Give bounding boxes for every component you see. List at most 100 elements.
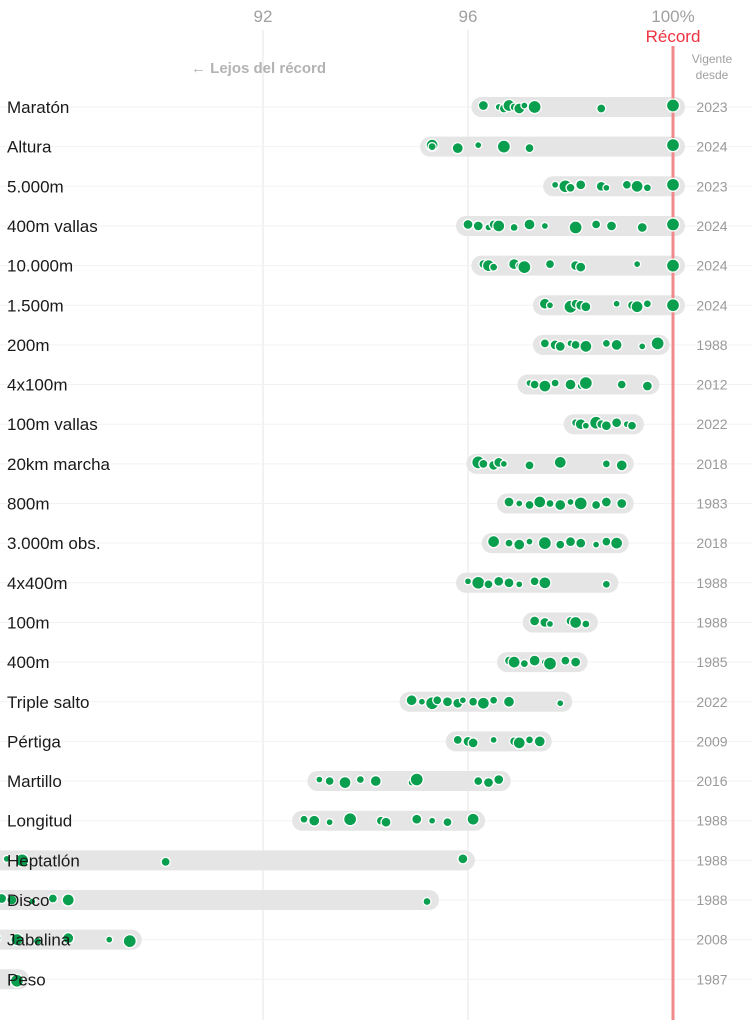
data-point <box>545 619 555 629</box>
data-point <box>568 220 583 235</box>
data-point <box>105 935 114 944</box>
data-point <box>515 580 524 589</box>
data-point <box>601 536 612 547</box>
data-point <box>630 300 644 314</box>
data-point <box>405 694 418 707</box>
data-point <box>325 818 334 827</box>
event-label: 200m <box>7 336 50 355</box>
event-label: Maratón <box>7 98 69 117</box>
data-point <box>602 183 611 192</box>
data-point <box>596 103 607 114</box>
data-point <box>28 897 37 906</box>
data-point <box>502 695 516 708</box>
data-point <box>575 537 587 549</box>
data-point <box>451 141 464 155</box>
data-point <box>472 220 484 232</box>
data-point <box>630 179 644 193</box>
data-point <box>641 380 654 392</box>
data-point <box>550 180 560 189</box>
data-point <box>466 812 480 826</box>
year-label: 1988 <box>696 337 727 353</box>
data-point <box>665 98 681 113</box>
data-point <box>14 853 30 868</box>
x-tick-label: 100% <box>651 7 694 26</box>
event-label: Triple salto <box>7 693 90 712</box>
data-point <box>540 221 550 231</box>
data-point <box>467 737 479 749</box>
data-point <box>427 141 437 152</box>
event-label: Pértiga <box>7 732 61 751</box>
data-point <box>338 775 352 790</box>
year-label: 2022 <box>696 694 727 710</box>
data-point <box>601 579 612 589</box>
data-point <box>601 338 612 349</box>
data-point <box>442 817 453 828</box>
data-point <box>525 537 534 546</box>
year-label: 2018 <box>696 535 727 551</box>
data-point <box>9 973 25 988</box>
year-label: 2009 <box>696 733 727 749</box>
data-point <box>529 576 540 587</box>
event-label: 100m vallas <box>7 415 98 434</box>
data-point <box>555 539 566 550</box>
data-point <box>554 340 566 353</box>
year-label: 2018 <box>696 456 727 472</box>
data-point <box>122 934 137 949</box>
data-point <box>590 499 602 511</box>
data-point <box>0 892 8 905</box>
data-point <box>610 417 623 429</box>
data-point <box>601 459 612 469</box>
data-point <box>665 137 681 153</box>
record-label: Récord <box>646 27 701 46</box>
data-point <box>422 896 432 907</box>
data-point <box>520 101 529 110</box>
data-point <box>581 619 591 629</box>
data-point <box>488 695 499 705</box>
data-point <box>553 455 567 470</box>
data-point <box>457 853 469 865</box>
year-label: 2022 <box>696 416 727 432</box>
data-point <box>538 576 552 590</box>
data-point <box>6 894 18 906</box>
data-point <box>342 812 358 827</box>
event-label: Altura <box>7 138 52 157</box>
data-points <box>0 98 681 988</box>
data-point <box>621 179 633 190</box>
data-point <box>47 893 59 904</box>
event-label: Martillo <box>7 772 62 791</box>
data-point <box>528 654 541 667</box>
data-point <box>568 615 583 630</box>
data-point <box>665 217 681 232</box>
data-point <box>476 696 491 710</box>
x-axis-ticks: 92 96 100% <box>254 7 695 26</box>
data-point <box>411 813 423 825</box>
data-point <box>542 656 558 671</box>
data-point <box>507 655 521 669</box>
data-point <box>512 736 526 750</box>
event-label: Heptatlón <box>7 851 80 870</box>
data-point <box>441 696 454 708</box>
row-labels: Maratón 2023 Altura 2024 5.000m 2023 400m vall… <box>7 98 728 989</box>
data-point <box>324 775 335 787</box>
event-label: 20km marcha <box>7 455 111 474</box>
data-point <box>642 183 653 193</box>
data-point <box>524 499 535 511</box>
year-label: 1988 <box>696 892 727 908</box>
data-point <box>517 259 532 275</box>
event-label: Longitud <box>7 812 72 831</box>
data-point <box>471 575 486 590</box>
data-point <box>513 538 526 551</box>
data-point <box>493 575 505 587</box>
data-point <box>474 140 483 150</box>
data-point <box>632 259 642 269</box>
data-point <box>556 699 565 708</box>
data-point <box>580 301 592 313</box>
event-label: Peso <box>7 970 46 989</box>
data-point <box>533 735 546 748</box>
data-point <box>636 221 648 234</box>
data-point <box>523 218 536 231</box>
event-label: 800m <box>7 495 50 514</box>
data-point <box>369 774 382 788</box>
data-point <box>462 218 474 231</box>
year-label: 2016 <box>696 773 727 789</box>
